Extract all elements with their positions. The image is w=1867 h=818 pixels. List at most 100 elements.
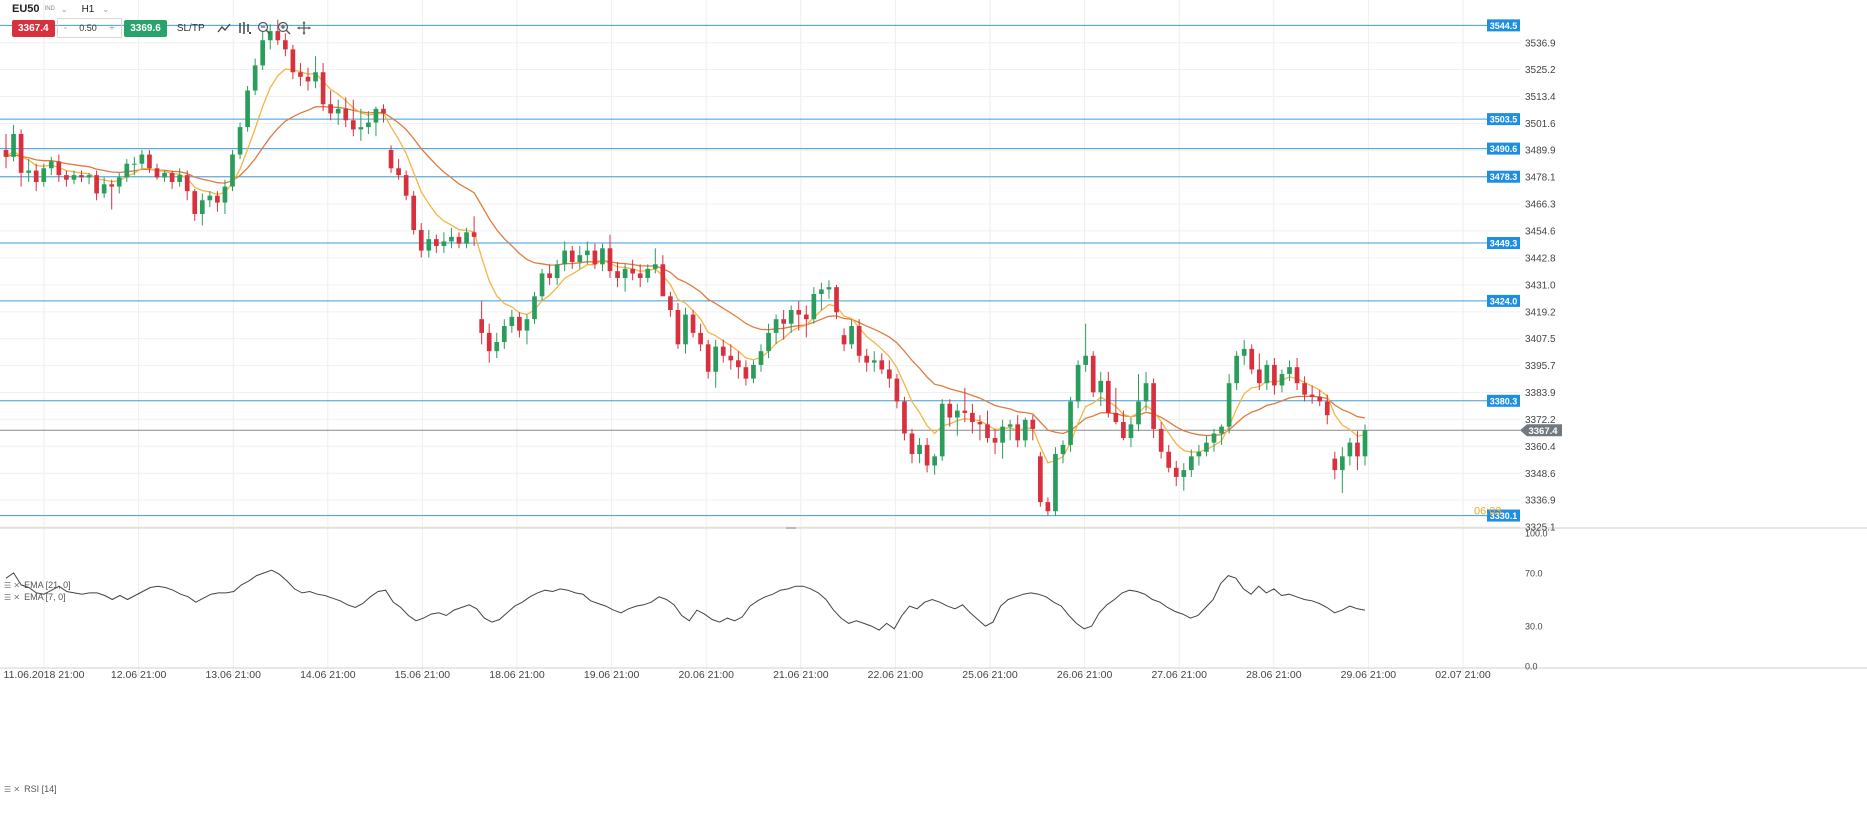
candle-bull bbox=[1347, 442, 1353, 457]
candle-bear bbox=[64, 175, 69, 180]
current-price-label: 3367.4 bbox=[1528, 426, 1558, 437]
level-price-tag[interactable] bbox=[1487, 394, 1520, 407]
current-price-tag[interactable] bbox=[1520, 424, 1562, 437]
candle-bull bbox=[71, 175, 77, 180]
candle-bear bbox=[456, 236, 462, 244]
candle-bull bbox=[509, 316, 515, 327]
candles bbox=[3, 19, 1368, 516]
level-price-tag[interactable] bbox=[1487, 113, 1520, 126]
candle-bear bbox=[33, 170, 39, 182]
candle-bear bbox=[343, 108, 349, 121]
candle-bear bbox=[1105, 380, 1111, 413]
trend-line-icon[interactable] bbox=[215, 19, 233, 37]
time-tick-label: 11.06.2018 21:00 bbox=[4, 669, 85, 681]
ema21-legend[interactable]: ☰ ✕ EMA [21, 0] bbox=[4, 580, 71, 590]
symbol-tag: IND bbox=[44, 6, 55, 12]
instrument-row: EU50 IND ⌄ H1 ⌄ bbox=[12, 2, 123, 16]
candle-bear bbox=[192, 191, 198, 214]
candle-bear bbox=[350, 120, 356, 130]
candle-bull bbox=[622, 268, 628, 279]
price-tick-label: 3336.9 bbox=[1525, 496, 1556, 507]
candle-bull bbox=[230, 154, 235, 187]
level-price-label: 3544.5 bbox=[1490, 21, 1518, 31]
level-price-tag[interactable] bbox=[1487, 294, 1520, 307]
ema-7-layer bbox=[5, 68, 1366, 464]
sltp-button[interactable]: SL/TP bbox=[176, 22, 205, 34]
candle-bull bbox=[1362, 430, 1368, 457]
candle-bear bbox=[592, 250, 598, 265]
symbol-label[interactable]: EU50 bbox=[12, 3, 40, 15]
rsi-tick-label: 0.0 bbox=[1525, 662, 1538, 672]
candle-bear bbox=[977, 422, 983, 425]
candle-bull bbox=[1241, 348, 1247, 356]
candle-bull bbox=[26, 170, 31, 173]
quantity-increase-button[interactable]: + bbox=[108, 22, 116, 34]
candle-bear bbox=[320, 72, 326, 105]
price-tick-label: 3501.6 bbox=[1525, 119, 1556, 130]
level-labels[interactable]: 3544.5 3503.5 3490.6 3478.3 3449.3 3424.0 3380… bbox=[1474, 19, 1520, 522]
candle-bull bbox=[139, 154, 145, 164]
candle-bull bbox=[1143, 383, 1149, 402]
candle-bull bbox=[1226, 383, 1232, 427]
menu-icon[interactable]: ☰ ✕ bbox=[4, 580, 21, 590]
price-tick-label: 3325.1 bbox=[1525, 523, 1556, 534]
quantity-value[interactable]: 0.50 bbox=[79, 23, 97, 33]
price-tick-label: 3454.6 bbox=[1525, 226, 1556, 237]
candle-bear bbox=[79, 175, 84, 178]
ema7-legend[interactable]: ☰ ✕ EMA [7, 0] bbox=[4, 592, 66, 602]
candle-bull bbox=[132, 163, 137, 165]
candle-bull bbox=[11, 133, 16, 157]
candle-bull bbox=[48, 161, 54, 169]
candle-bear bbox=[1294, 367, 1300, 384]
level-price-label: 3449.3 bbox=[1490, 239, 1518, 249]
zoom-in-icon[interactable] bbox=[275, 19, 293, 37]
symbol-dropdown-icon[interactable]: ⌄ bbox=[60, 4, 68, 14]
candle-bear bbox=[736, 360, 741, 368]
zoom-out-icon[interactable] bbox=[255, 19, 273, 37]
candle-bear bbox=[1151, 383, 1156, 429]
candle-bull bbox=[554, 264, 560, 279]
candle-bear bbox=[728, 355, 734, 361]
level-price-tag[interactable] bbox=[1487, 142, 1520, 155]
level-price-tag[interactable] bbox=[1487, 509, 1520, 522]
crosshair-icon[interactable] bbox=[295, 19, 313, 37]
level-price-tag[interactable] bbox=[1487, 170, 1520, 183]
level-price-tag[interactable] bbox=[1487, 237, 1520, 250]
panel-resize-handle[interactable] bbox=[786, 527, 796, 529]
candle-bear bbox=[1030, 419, 1036, 429]
candle-bear bbox=[970, 412, 975, 423]
candle-bear bbox=[403, 175, 409, 196]
buy-button[interactable]: 3369.6 bbox=[124, 19, 167, 37]
candle-bear bbox=[18, 133, 24, 173]
time-tick-label: 18.06 21:00 bbox=[489, 669, 545, 681]
price-tick-label: 3348.6 bbox=[1525, 469, 1556, 480]
candle-bull bbox=[1053, 454, 1058, 512]
sell-button[interactable]: 3367.4 bbox=[12, 19, 55, 37]
candle-bear bbox=[381, 108, 386, 114]
menu-icon[interactable]: ☰ ✕ bbox=[4, 784, 21, 794]
candle-bear bbox=[630, 268, 635, 274]
candle-bull bbox=[917, 444, 922, 455]
price-axis[interactable]: 3536.9 3525.2 3513.4 3501.6 3489.9 3478.1 3466… bbox=[1520, 38, 1562, 534]
horizontal-levels[interactable] bbox=[0, 24, 1520, 517]
rsi-legend[interactable]: ☰ ✕ RSI [14] bbox=[4, 784, 57, 794]
candle-bear bbox=[637, 273, 643, 279]
timeframe-label[interactable]: H1 bbox=[81, 3, 95, 15]
timeframe-dropdown-icon[interactable]: ⌄ bbox=[102, 4, 110, 14]
indicators-icon[interactable] bbox=[235, 19, 253, 37]
candle-bull bbox=[1128, 424, 1134, 439]
time-axis[interactable]: 11.06.2018 21:00 12.06 21:00 13.06 21:00 14… bbox=[4, 669, 1491, 681]
level-price-tag[interactable] bbox=[1487, 19, 1520, 32]
candle-bear bbox=[1121, 422, 1126, 439]
quantity-decrease-button[interactable]: - bbox=[63, 22, 68, 34]
candle-bull bbox=[260, 40, 266, 66]
candle-bear bbox=[298, 72, 303, 77]
candle-bear bbox=[856, 326, 862, 356]
quantity-stepper[interactable]: - 0.50 + bbox=[56, 18, 123, 38]
candle-bear bbox=[1166, 451, 1172, 468]
menu-icon[interactable]: ☰ ✕ bbox=[4, 592, 21, 602]
candle-bear bbox=[1309, 394, 1315, 397]
candle-bear bbox=[894, 378, 900, 402]
